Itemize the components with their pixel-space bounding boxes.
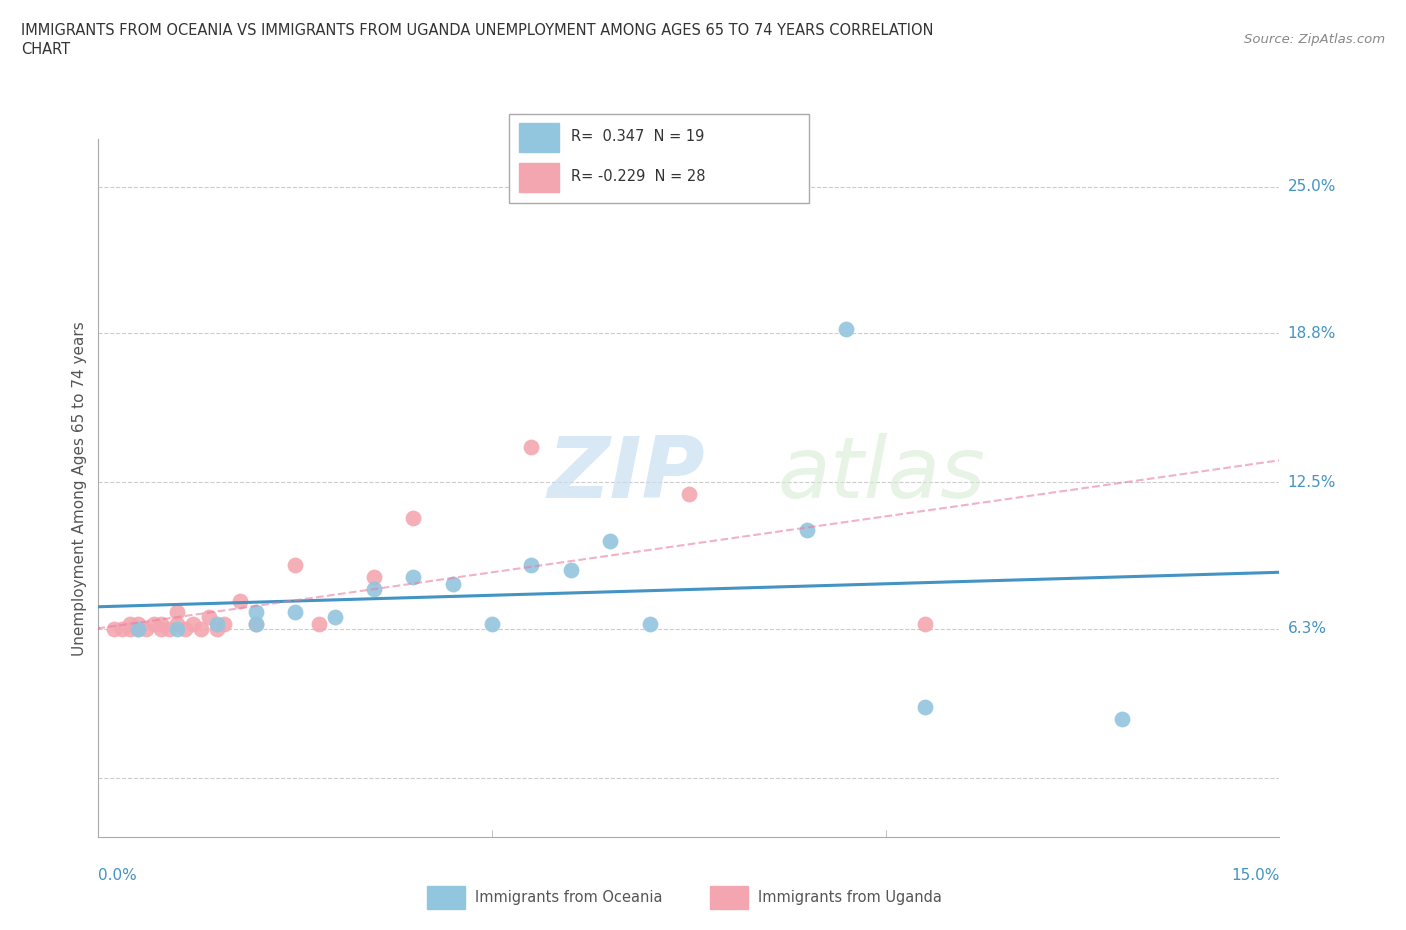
Point: [363, 581, 385, 596]
Text: Immigrants from Uganda: Immigrants from Uganda: [758, 890, 942, 905]
Point: [481, 617, 503, 631]
Point: [245, 617, 267, 631]
Text: IMMIGRANTS FROM OCEANIA VS IMMIGRANTS FROM UGANDA UNEMPLOYMENT AMONG AGES 65 TO : IMMIGRANTS FROM OCEANIA VS IMMIGRANTS FR…: [21, 23, 934, 38]
Point: [135, 621, 157, 636]
Point: [166, 604, 188, 619]
Text: 12.5%: 12.5%: [1288, 475, 1336, 490]
Point: [214, 617, 236, 631]
Point: [150, 621, 173, 636]
Point: [323, 610, 346, 625]
Point: [150, 617, 173, 631]
Point: [284, 604, 307, 619]
Point: [229, 593, 252, 608]
Point: [157, 621, 180, 636]
Text: CHART: CHART: [21, 42, 70, 57]
Point: [284, 558, 307, 573]
Point: [638, 617, 661, 631]
Point: [118, 621, 141, 636]
Point: [520, 440, 543, 455]
Point: [914, 699, 936, 714]
Point: [308, 617, 330, 631]
Text: Source: ZipAtlas.com: Source: ZipAtlas.com: [1244, 33, 1385, 46]
Point: [402, 569, 425, 584]
Point: [205, 621, 228, 636]
Point: [441, 577, 464, 591]
Text: 15.0%: 15.0%: [1232, 869, 1279, 883]
Point: [245, 604, 267, 619]
Point: [197, 610, 219, 625]
Point: [363, 569, 385, 584]
Bar: [519, 163, 558, 192]
Point: [520, 558, 543, 573]
Text: R= -0.229  N = 28: R= -0.229 N = 28: [571, 169, 706, 184]
Point: [205, 617, 228, 631]
Text: 6.3%: 6.3%: [1288, 621, 1327, 636]
Point: [118, 617, 141, 631]
Point: [127, 617, 149, 631]
Point: [127, 621, 149, 636]
Point: [166, 621, 188, 636]
Text: Immigrants from Oceania: Immigrants from Oceania: [475, 890, 662, 905]
FancyBboxPatch shape: [509, 114, 810, 203]
Point: [111, 621, 134, 636]
Text: 25.0%: 25.0%: [1288, 179, 1336, 194]
Point: [245, 617, 267, 631]
Y-axis label: Unemployment Among Ages 65 to 74 years: Unemployment Among Ages 65 to 74 years: [72, 321, 87, 656]
Point: [174, 621, 197, 636]
Point: [1111, 711, 1133, 726]
Bar: [427, 886, 464, 909]
Point: [835, 321, 858, 336]
Point: [127, 621, 149, 636]
Point: [599, 534, 621, 549]
Point: [560, 563, 582, 578]
Text: 0.0%: 0.0%: [98, 869, 138, 883]
Text: ZIP: ZIP: [547, 432, 704, 516]
Point: [181, 617, 204, 631]
Point: [678, 486, 700, 501]
Text: R=  0.347  N = 19: R= 0.347 N = 19: [571, 129, 704, 144]
Point: [190, 621, 212, 636]
Point: [914, 617, 936, 631]
Point: [166, 617, 188, 631]
Point: [103, 621, 125, 636]
Bar: [519, 123, 558, 152]
Point: [402, 511, 425, 525]
Text: atlas: atlas: [778, 432, 986, 516]
Point: [796, 522, 818, 537]
Bar: [710, 886, 748, 909]
Text: 18.8%: 18.8%: [1288, 326, 1336, 341]
Point: [142, 617, 165, 631]
